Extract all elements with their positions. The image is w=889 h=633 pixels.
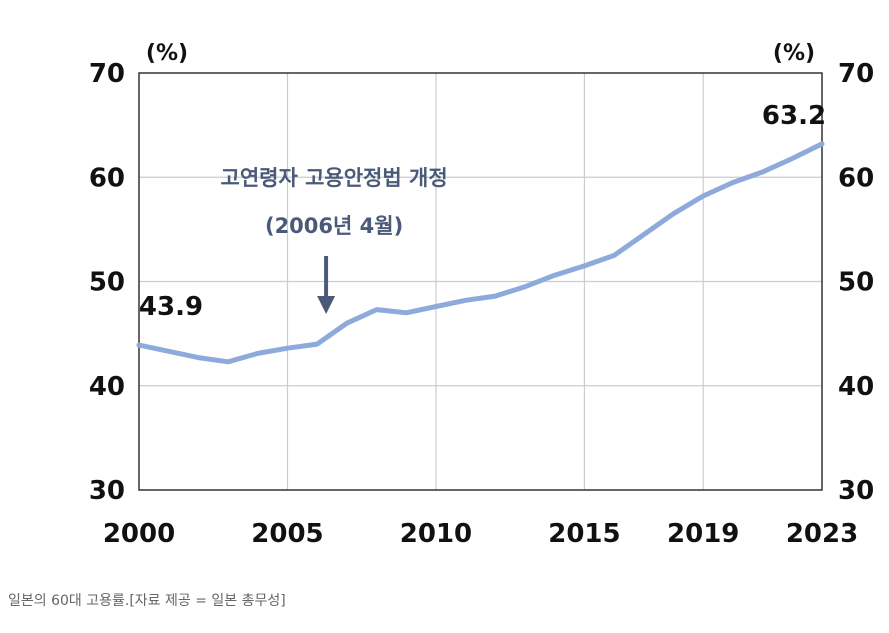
y-unit-right: (%) — [773, 41, 815, 66]
y-tick-label-left: 40 — [89, 372, 125, 402]
y-axis-left: 30 40 50 60 70 — [89, 59, 125, 506]
x-tick-label: 2005 — [251, 519, 323, 549]
y-axis-right: 30 40 50 60 70 — [838, 59, 874, 506]
y-tick-label-right: 30 — [838, 476, 874, 506]
y-tick-label-left: 50 — [89, 268, 125, 298]
y-tick-label-right: 70 — [838, 59, 874, 89]
x-tick-label: 2019 — [667, 519, 739, 549]
y-tick-label-right: 40 — [838, 372, 874, 402]
y-unit-left: (%) — [146, 41, 188, 66]
data-labels: 43.9 63.2 — [139, 101, 826, 322]
y-tick-label-left: 70 — [89, 59, 125, 89]
x-tick-label: 2023 — [786, 519, 858, 549]
figure-caption: 일본의 60대 고용률.[자료 제공 = 일본 총무성] — [8, 593, 286, 609]
x-tick-label: 2010 — [400, 519, 472, 549]
annotation-title: 고연령자 고용안정법 개정 — [221, 166, 448, 190]
x-tick-label: 2000 — [103, 519, 175, 549]
employment-rate-line — [136, 141, 825, 365]
plot-frame — [138, 72, 823, 491]
y-tick-label-right: 50 — [838, 268, 874, 298]
annotation-date: (2006년 4월) — [265, 214, 403, 238]
data-label: 43.9 — [139, 292, 203, 322]
y-tick-label-left: 30 — [89, 476, 125, 506]
grid-lines — [139, 73, 822, 490]
y-tick-label-left: 60 — [89, 163, 125, 193]
x-tick-label: 2015 — [548, 519, 620, 549]
arrow-head-icon — [317, 296, 336, 314]
annotation-arrow — [317, 256, 336, 314]
y-tick-label-right: 60 — [838, 163, 874, 193]
data-label: 63.2 — [762, 101, 826, 131]
x-axis: 2000 2005 2010 2015 2019 2023 — [103, 519, 858, 549]
